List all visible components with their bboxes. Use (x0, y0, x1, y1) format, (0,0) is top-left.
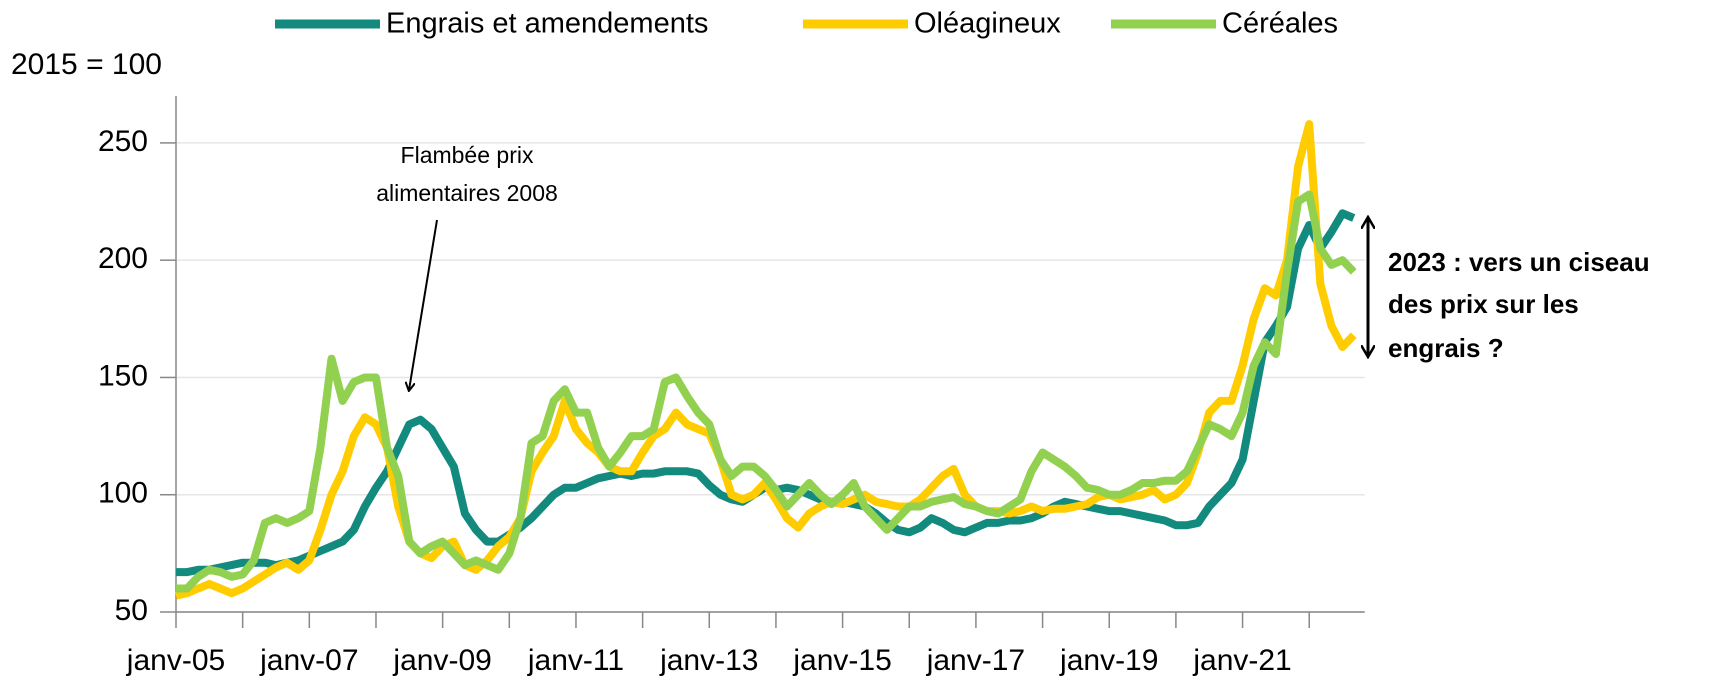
line-series (175, 120, 1357, 600)
x-tick-label: janv-19 (1059, 644, 1158, 677)
plot-area: 50 100 150 200 250 janv-05 janv-07 janv-09 janv-… (98, 96, 1365, 677)
annotation: engrais ? (1388, 333, 1504, 363)
x-tick-label: janv-05 (126, 644, 225, 677)
annotation: alimentaires 2008 (376, 180, 558, 206)
y-tick-label: 50 (115, 594, 148, 627)
x-tick-label: janv-17 (926, 644, 1025, 677)
line-series (176, 190, 1357, 593)
x-tick-label: janv-13 (659, 644, 758, 677)
legend-label: Oléagineux (914, 8, 1061, 40)
x-tick-label: janv-21 (1192, 644, 1291, 677)
annotation: des prix sur les (1388, 289, 1579, 319)
y-tick-label: 100 (98, 477, 148, 510)
legend-label: Engrais et amendements (386, 8, 708, 40)
x-tick-label: janv-09 (392, 644, 491, 677)
line-series (176, 209, 1356, 577)
y-axis-label: 2015 = 100 (11, 48, 162, 81)
annotation-arrow (409, 219, 438, 390)
legend-label: Céréales (1222, 8, 1338, 40)
y-tick-label: 150 (98, 359, 148, 392)
annotation: 2023 : vers un ciseau (1388, 247, 1650, 277)
x-tick-label: janv-07 (259, 644, 358, 677)
annotation: Flambée prix (401, 142, 534, 168)
x-tick-label: janv-15 (792, 644, 891, 677)
y-tick-label: 250 (98, 125, 148, 158)
x-tick-label: janv-11 (527, 644, 624, 677)
y-tick-label: 200 (98, 242, 148, 275)
